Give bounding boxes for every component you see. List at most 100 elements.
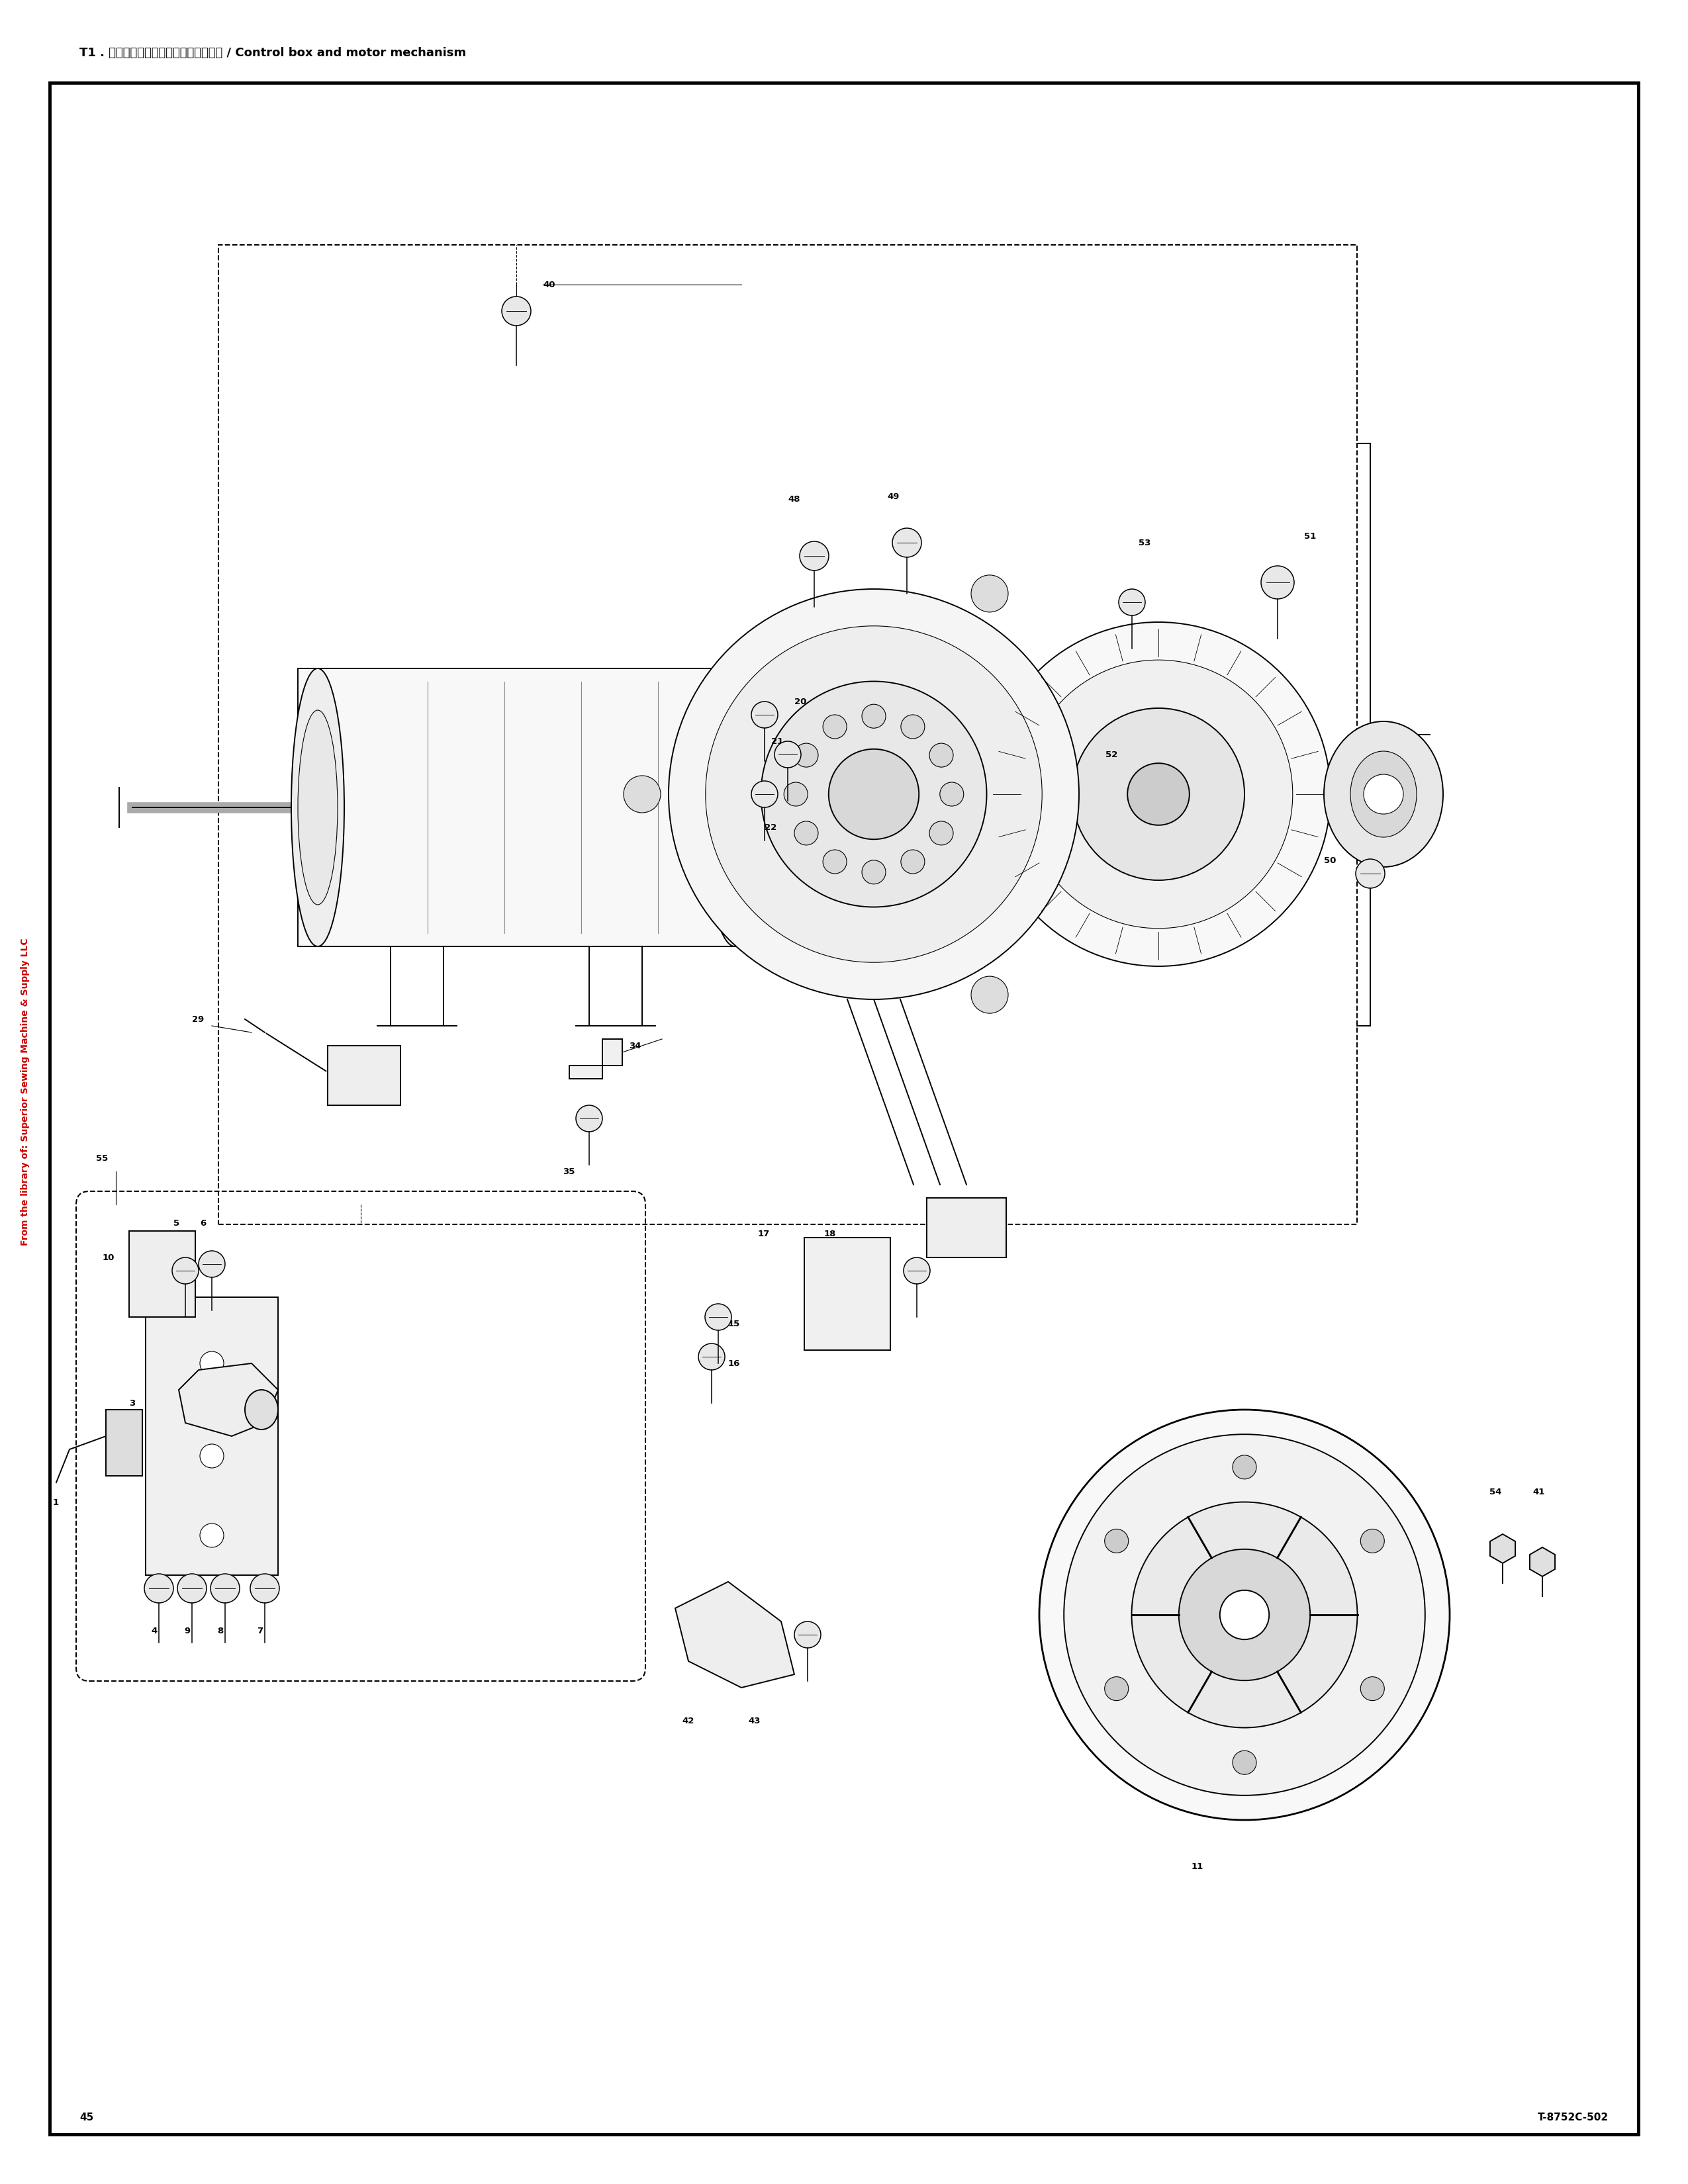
Text: 18: 18 xyxy=(824,1230,836,1238)
Circle shape xyxy=(1104,1529,1129,1553)
Ellipse shape xyxy=(1323,721,1443,867)
Text: 9: 9 xyxy=(184,1627,191,1636)
Circle shape xyxy=(1131,1503,1357,1728)
Circle shape xyxy=(751,782,778,808)
Circle shape xyxy=(199,1524,225,1546)
Text: 1: 1 xyxy=(52,1498,59,1507)
Circle shape xyxy=(822,714,847,738)
Ellipse shape xyxy=(1350,751,1416,836)
Circle shape xyxy=(893,529,922,557)
Circle shape xyxy=(795,743,819,767)
Bar xyxy=(297,668,748,946)
Bar xyxy=(128,1232,196,1317)
Ellipse shape xyxy=(712,710,758,904)
Circle shape xyxy=(623,775,660,812)
Circle shape xyxy=(706,1304,731,1330)
Circle shape xyxy=(761,681,987,906)
Text: 54: 54 xyxy=(1489,1487,1502,1496)
Circle shape xyxy=(1220,1590,1269,1640)
Text: T-8752C-502: T-8752C-502 xyxy=(1538,2112,1609,2123)
Circle shape xyxy=(177,1575,206,1603)
Circle shape xyxy=(1104,1677,1129,1701)
Text: 55: 55 xyxy=(96,1153,108,1162)
Circle shape xyxy=(901,714,925,738)
Circle shape xyxy=(1063,1435,1425,1795)
Circle shape xyxy=(930,821,954,845)
Ellipse shape xyxy=(245,1389,279,1431)
Text: 21: 21 xyxy=(771,736,783,745)
Bar xyxy=(927,1197,1006,1258)
Text: 10: 10 xyxy=(103,1254,115,1262)
Text: 48: 48 xyxy=(788,496,800,505)
Ellipse shape xyxy=(292,668,344,946)
Text: 2: 2 xyxy=(211,1459,218,1468)
Text: 51: 51 xyxy=(1305,531,1317,539)
Circle shape xyxy=(1128,762,1190,826)
Bar xyxy=(327,1046,400,1105)
Ellipse shape xyxy=(297,710,338,904)
Text: 52: 52 xyxy=(1106,749,1117,758)
Text: 19: 19 xyxy=(1381,729,1393,738)
Circle shape xyxy=(143,1575,174,1603)
Circle shape xyxy=(668,590,1079,1000)
Text: 34: 34 xyxy=(630,1042,641,1051)
Circle shape xyxy=(971,574,1008,612)
Text: 11: 11 xyxy=(1192,1863,1204,1872)
Bar xyxy=(803,1238,890,1350)
Bar xyxy=(145,1297,279,1575)
Ellipse shape xyxy=(706,668,765,946)
Text: 5: 5 xyxy=(174,1219,179,1227)
Circle shape xyxy=(783,782,809,806)
Circle shape xyxy=(199,1251,225,1278)
Circle shape xyxy=(795,821,819,845)
Circle shape xyxy=(863,860,886,885)
Text: 49: 49 xyxy=(886,491,900,500)
Polygon shape xyxy=(179,1363,279,1437)
Circle shape xyxy=(1025,660,1293,928)
Circle shape xyxy=(903,1258,930,1284)
Text: 8: 8 xyxy=(218,1627,223,1636)
Text: 15: 15 xyxy=(728,1319,741,1328)
Circle shape xyxy=(901,850,925,874)
Circle shape xyxy=(1232,1752,1256,1773)
Text: 22: 22 xyxy=(765,823,776,832)
Text: 42: 42 xyxy=(682,1717,694,1725)
Circle shape xyxy=(1261,566,1295,598)
Circle shape xyxy=(1232,1455,1256,1479)
Circle shape xyxy=(211,1575,240,1603)
Circle shape xyxy=(986,622,1330,965)
Text: 29: 29 xyxy=(192,1016,204,1024)
Circle shape xyxy=(1119,590,1144,616)
Circle shape xyxy=(751,701,778,727)
Circle shape xyxy=(863,703,886,727)
Circle shape xyxy=(199,1444,225,1468)
Circle shape xyxy=(1040,1409,1450,1819)
Text: T1 . コントロールボックス、モータ関係 / Control box and motor mechanism: T1 . コントロールボックス、モータ関係 / Control box and … xyxy=(79,48,466,59)
Text: 41: 41 xyxy=(1533,1487,1545,1496)
Text: 40: 40 xyxy=(544,280,555,288)
Text: 4: 4 xyxy=(150,1627,157,1636)
Text: From the library of: Superior Sewing Machine & Supply LLC: From the library of: Superior Sewing Mac… xyxy=(20,939,30,1245)
Circle shape xyxy=(699,1343,724,1369)
Text: 16: 16 xyxy=(728,1358,741,1367)
Bar xyxy=(106,1409,142,1476)
Circle shape xyxy=(1361,1677,1384,1701)
Circle shape xyxy=(971,976,1008,1013)
Circle shape xyxy=(250,1575,279,1603)
Text: 3: 3 xyxy=(128,1398,135,1406)
Circle shape xyxy=(1178,1548,1310,1679)
Text: 45: 45 xyxy=(79,2112,93,2123)
Text: 53: 53 xyxy=(1139,539,1151,546)
Circle shape xyxy=(199,1352,225,1376)
Text: 7: 7 xyxy=(257,1627,263,1636)
Text: 20: 20 xyxy=(795,697,807,705)
Circle shape xyxy=(1364,775,1403,815)
Circle shape xyxy=(795,1621,820,1649)
Circle shape xyxy=(940,782,964,806)
Circle shape xyxy=(829,749,918,839)
Polygon shape xyxy=(675,1581,795,1688)
Bar xyxy=(218,245,1357,1225)
Circle shape xyxy=(501,297,532,325)
Text: 43: 43 xyxy=(748,1717,760,1725)
Circle shape xyxy=(1361,1529,1384,1553)
